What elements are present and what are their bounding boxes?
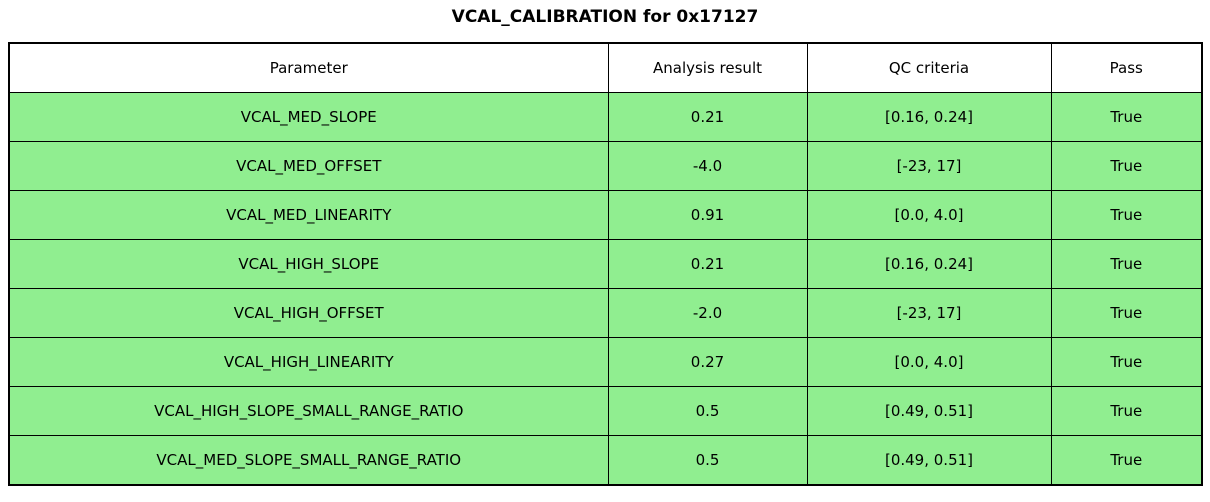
cell-parameter: VCAL_MED_SLOPE <box>8 92 609 142</box>
cell-analysis-result: 0.5 <box>607 386 808 436</box>
cell-qc-criteria: [0.16, 0.24] <box>806 239 1052 289</box>
table-row: VCAL_HIGH_LINEARITY 0.27 [0.0, 4.0] True <box>8 337 1203 387</box>
cell-parameter: VCAL_MED_LINEARITY <box>8 190 609 240</box>
cell-parameter: VCAL_HIGH_LINEARITY <box>8 337 609 387</box>
cell-parameter: VCAL_HIGH_SLOPE <box>8 239 609 289</box>
cell-pass: True <box>1050 435 1203 486</box>
cell-analysis-result: 0.91 <box>607 190 808 240</box>
cell-analysis-result: 0.27 <box>607 337 808 387</box>
cell-qc-criteria: [-23, 17] <box>806 288 1052 338</box>
column-header-pass: Pass <box>1050 42 1203 93</box>
cell-pass: True <box>1050 386 1203 436</box>
cell-parameter: VCAL_MED_OFFSET <box>8 141 609 191</box>
column-header-analysis-result: Analysis result <box>607 42 808 93</box>
cell-pass: True <box>1050 337 1203 387</box>
qc-results-table: Parameter Analysis result QC criteria Pa… <box>8 42 1203 486</box>
cell-analysis-result: -4.0 <box>607 141 808 191</box>
cell-parameter: VCAL_MED_SLOPE_SMALL_RANGE_RATIO <box>8 435 609 486</box>
page-title: VCAL_CALIBRATION for 0x17127 <box>451 7 759 27</box>
table-row: VCAL_MED_SLOPE 0.21 [0.16, 0.24] True <box>8 92 1203 142</box>
table-row: VCAL_HIGH_SLOPE_SMALL_RANGE_RATIO 0.5 [0… <box>8 386 1203 436</box>
cell-analysis-result: 0.21 <box>607 239 808 289</box>
cell-analysis-result: 0.5 <box>607 435 808 486</box>
table-row: VCAL_HIGH_OFFSET -2.0 [-23, 17] True <box>8 288 1203 338</box>
cell-pass: True <box>1050 288 1203 338</box>
table-row: VCAL_HIGH_SLOPE 0.21 [0.16, 0.24] True <box>8 239 1203 289</box>
cell-pass: True <box>1050 239 1203 289</box>
column-header-parameter: Parameter <box>8 42 609 93</box>
cell-qc-criteria: [0.0, 4.0] <box>806 190 1052 240</box>
cell-analysis-result: 0.21 <box>607 92 808 142</box>
cell-qc-criteria: [0.49, 0.51] <box>806 386 1052 436</box>
cell-parameter: VCAL_HIGH_OFFSET <box>8 288 609 338</box>
table-row: VCAL_MED_SLOPE_SMALL_RANGE_RATIO 0.5 [0.… <box>8 435 1203 486</box>
table-row: VCAL_MED_LINEARITY 0.91 [0.0, 4.0] True <box>8 190 1203 240</box>
column-header-qc-criteria: QC criteria <box>806 42 1052 93</box>
table-row: VCAL_MED_OFFSET -4.0 [-23, 17] True <box>8 141 1203 191</box>
cell-pass: True <box>1050 92 1203 142</box>
cell-analysis-result: -2.0 <box>607 288 808 338</box>
cell-pass: True <box>1050 141 1203 191</box>
cell-pass: True <box>1050 190 1203 240</box>
cell-parameter: VCAL_HIGH_SLOPE_SMALL_RANGE_RATIO <box>8 386 609 436</box>
cell-qc-criteria: [0.49, 0.51] <box>806 435 1052 486</box>
cell-qc-criteria: [0.0, 4.0] <box>806 337 1052 387</box>
cell-qc-criteria: [-23, 17] <box>806 141 1052 191</box>
cell-qc-criteria: [0.16, 0.24] <box>806 92 1052 142</box>
table-header-row: Parameter Analysis result QC criteria Pa… <box>8 42 1203 93</box>
